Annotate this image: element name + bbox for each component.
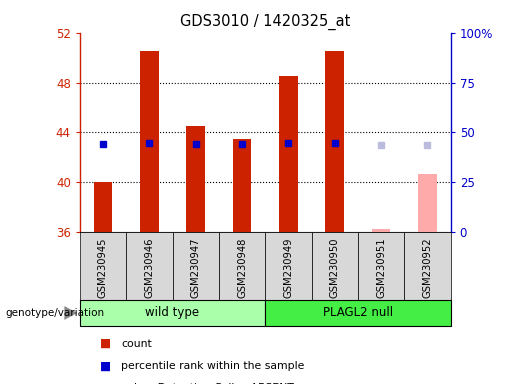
Bar <box>404 232 451 300</box>
Bar <box>219 232 265 300</box>
Text: count: count <box>121 339 152 349</box>
Bar <box>233 139 251 232</box>
Text: value, Detection Call = ABSENT: value, Detection Call = ABSENT <box>121 383 294 384</box>
Bar <box>418 174 437 232</box>
Bar <box>94 182 112 232</box>
Bar <box>186 126 205 232</box>
Bar <box>265 232 312 300</box>
Bar <box>140 51 159 232</box>
Text: ■: ■ <box>100 337 112 350</box>
Bar <box>312 232 358 300</box>
Text: PLAGL2 null: PLAGL2 null <box>323 306 393 319</box>
Text: GSM230945: GSM230945 <box>98 238 108 298</box>
Bar <box>265 300 451 326</box>
Text: ■: ■ <box>100 359 112 372</box>
Bar <box>80 300 265 326</box>
Bar <box>279 76 298 232</box>
Text: GSM230951: GSM230951 <box>376 238 386 298</box>
Text: ■: ■ <box>100 382 112 384</box>
Bar <box>325 51 344 232</box>
Text: genotype/variation: genotype/variation <box>5 308 104 318</box>
Title: GDS3010 / 1420325_at: GDS3010 / 1420325_at <box>180 14 350 30</box>
Bar <box>80 232 126 300</box>
Bar <box>126 232 173 300</box>
Text: wild type: wild type <box>145 306 200 319</box>
Text: GSM230950: GSM230950 <box>330 238 340 298</box>
Text: GSM230949: GSM230949 <box>283 238 294 298</box>
Text: GSM230947: GSM230947 <box>191 238 201 298</box>
Bar <box>358 232 404 300</box>
Text: GSM230946: GSM230946 <box>144 238 154 298</box>
Text: GSM230948: GSM230948 <box>237 238 247 298</box>
Bar <box>173 232 219 300</box>
Text: percentile rank within the sample: percentile rank within the sample <box>121 361 304 371</box>
Text: GSM230952: GSM230952 <box>422 238 433 298</box>
Bar <box>372 228 390 232</box>
Polygon shape <box>64 306 77 320</box>
